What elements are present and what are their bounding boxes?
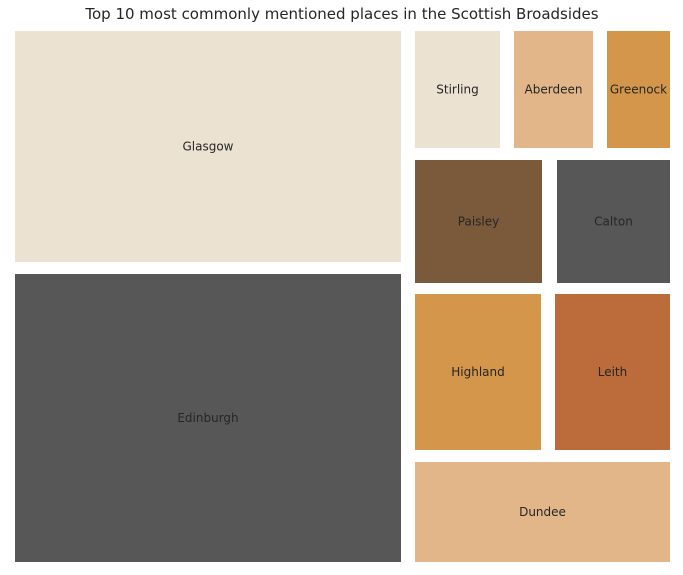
- tile-label-calton: Calton: [594, 215, 633, 229]
- tile-label-greenock: Greenock: [610, 83, 667, 97]
- tile-label-paisley: Paisley: [458, 215, 499, 229]
- tile-edinburgh: [15, 274, 401, 562]
- tile-dundee: [415, 462, 670, 562]
- tile-label-aberdeen: Aberdeen: [525, 83, 583, 97]
- tile-label-dundee: Dundee: [519, 505, 566, 519]
- tile-paisley: [415, 160, 542, 283]
- tile-label-glasgow: Glasgow: [182, 140, 233, 154]
- tile-stirling: [415, 31, 500, 148]
- tile-label-stirling: Stirling: [436, 83, 478, 97]
- tile-leith: [555, 294, 670, 450]
- tile-label-edinburgh: Edinburgh: [177, 411, 238, 425]
- tile-greenock: [607, 31, 670, 148]
- tile-label-leith: Leith: [598, 365, 628, 379]
- tile-aberdeen: [514, 31, 593, 148]
- tile-glasgow: [15, 31, 401, 262]
- chart-title: Top 10 most commonly mentioned places in…: [84, 5, 598, 23]
- tile-highland: [415, 294, 541, 450]
- tile-calton: [557, 160, 670, 283]
- tile-label-highland: Highland: [451, 365, 505, 379]
